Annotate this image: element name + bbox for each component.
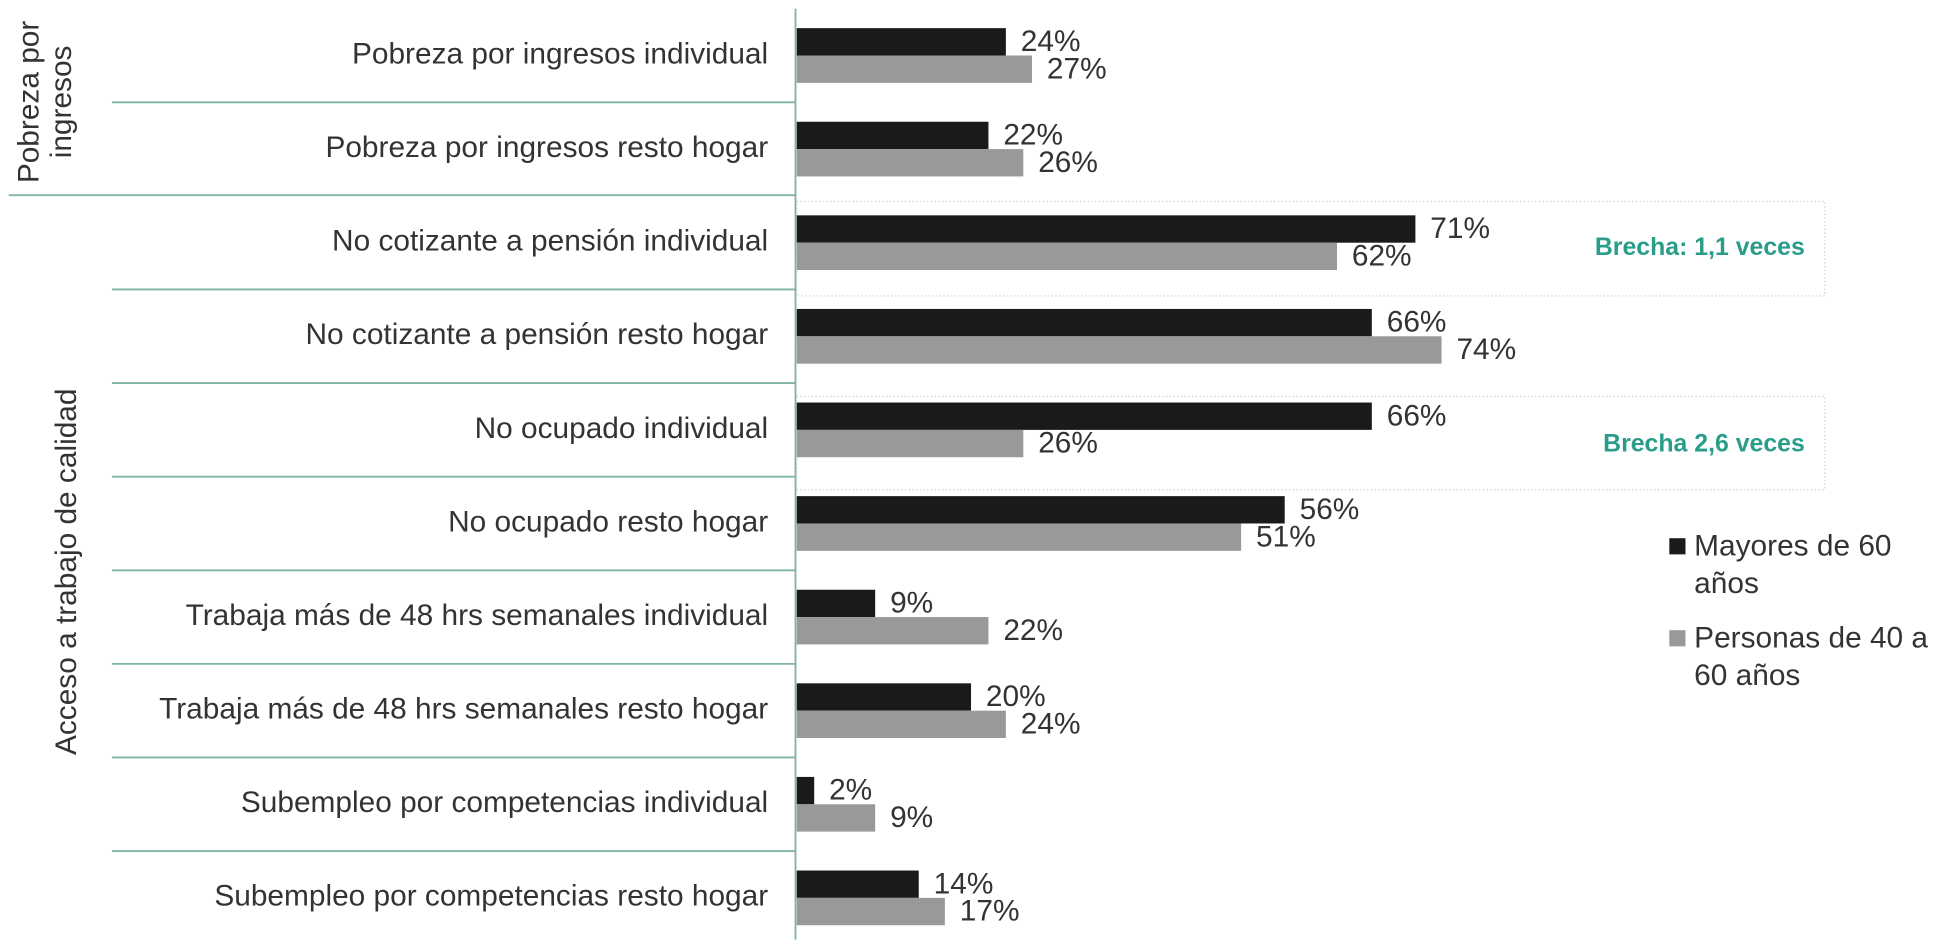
category-label: No ocupado individual bbox=[475, 412, 769, 445]
category-label: No ocupado resto hogar bbox=[448, 505, 768, 538]
legend-swatch bbox=[1669, 630, 1686, 647]
annotation: Brecha 2,6 veces bbox=[1603, 431, 1805, 458]
value-label: 26% bbox=[1038, 427, 1098, 460]
bar bbox=[796, 55, 1033, 83]
value-label: 9% bbox=[890, 801, 933, 834]
legend-swatch bbox=[1669, 538, 1686, 555]
bar bbox=[796, 776, 815, 805]
annotation: Brecha: 1,1 veces bbox=[1595, 234, 1805, 261]
bar bbox=[796, 523, 1242, 551]
group-label: Acceso a trabajo de calidad bbox=[49, 388, 84, 756]
bar bbox=[796, 336, 1442, 364]
value-label: 56% bbox=[1300, 493, 1360, 526]
bar bbox=[796, 242, 1337, 271]
legend-label: Personas de 40 a 60 años bbox=[1694, 621, 1929, 693]
bar bbox=[796, 617, 989, 645]
value-label: 24% bbox=[1021, 25, 1081, 58]
bar bbox=[796, 308, 1372, 337]
value-label: 22% bbox=[1003, 119, 1063, 152]
value-label: 27% bbox=[1047, 52, 1107, 85]
value-label: 51% bbox=[1256, 520, 1316, 553]
bar bbox=[796, 897, 945, 926]
value-label: 71% bbox=[1430, 212, 1490, 245]
value-label: 9% bbox=[890, 587, 933, 620]
value-label: 14% bbox=[934, 867, 994, 900]
category-label: Trabaja más de 48 hrs semanales resto ho… bbox=[159, 693, 768, 726]
value-label: 66% bbox=[1387, 399, 1447, 432]
group-label: Pobreza por ingresos bbox=[12, 20, 79, 184]
bar bbox=[796, 870, 919, 898]
category-label: Pobreza por ingresos resto hogar bbox=[325, 131, 768, 164]
bar bbox=[796, 149, 1024, 177]
value-label: 2% bbox=[829, 774, 872, 807]
value-label: 26% bbox=[1038, 146, 1098, 179]
legend-label: Mayores de 60 años bbox=[1694, 529, 1892, 601]
bar bbox=[796, 589, 876, 618]
bar bbox=[796, 215, 1416, 243]
bar bbox=[796, 28, 1006, 56]
bar bbox=[796, 710, 1006, 739]
annotation-box bbox=[796, 395, 1826, 491]
bar bbox=[796, 496, 1285, 524]
value-label: 17% bbox=[960, 895, 1020, 928]
bar bbox=[796, 804, 876, 832]
legend-item: Personas de 40 a 60 años bbox=[1669, 620, 1949, 695]
value-label: 22% bbox=[1003, 614, 1063, 647]
category-label: No cotizante a pensión resto hogar bbox=[306, 318, 769, 351]
category-label: Pobreza por ingresos individual bbox=[352, 37, 768, 70]
value-label: 24% bbox=[1021, 707, 1081, 740]
legend-item: Mayores de 60 años bbox=[1669, 528, 1949, 603]
bar bbox=[796, 683, 972, 711]
bar bbox=[796, 402, 1372, 430]
bar bbox=[796, 121, 989, 150]
category-label: No cotizante a pensión individual bbox=[332, 225, 768, 258]
bar bbox=[796, 429, 1024, 458]
category-label: Subempleo por competencias individual bbox=[241, 786, 768, 819]
category-label: Subempleo por competencias resto hogar bbox=[214, 880, 768, 913]
value-label: 62% bbox=[1352, 239, 1412, 272]
value-label: 66% bbox=[1387, 306, 1447, 339]
value-label: 74% bbox=[1456, 333, 1516, 366]
category-label: Trabaja más de 48 hrs semanales individu… bbox=[186, 599, 769, 632]
value-label: 20% bbox=[986, 680, 1046, 713]
